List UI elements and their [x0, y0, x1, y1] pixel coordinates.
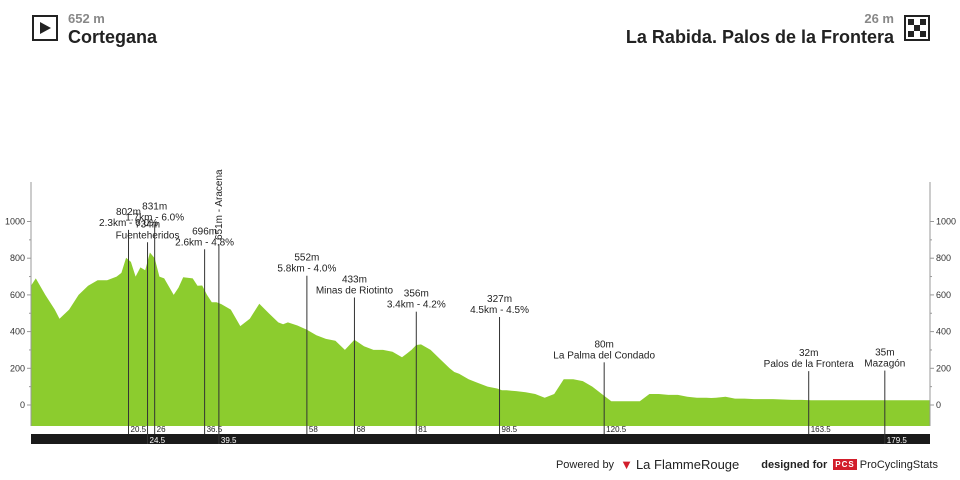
- flammerouge-icon: ▼: [620, 457, 633, 472]
- y-tick-label: 1000: [936, 217, 956, 227]
- y-tick-label: 200: [936, 363, 951, 373]
- marker-label: Palos de la Frontera: [764, 359, 854, 370]
- y-tick-label: 200: [10, 363, 25, 373]
- distance-label: 58: [309, 425, 318, 434]
- marker-label: 35m: [875, 348, 894, 359]
- pcs-logo: PCS: [833, 459, 857, 470]
- y-tick-label: 800: [10, 253, 25, 263]
- marker-label: Minas de Riotinto: [316, 286, 394, 297]
- marker-label: 5.8km - 4.0%: [277, 264, 336, 275]
- y-tick-label: 600: [10, 290, 25, 300]
- marker-label: 802m: [116, 207, 141, 218]
- marker-label: 651m - Aracena: [214, 169, 225, 240]
- distance-label: 120.5: [606, 425, 627, 434]
- start-name: Cortegana: [68, 27, 158, 47]
- designed-for-label: designed for: [761, 458, 828, 471]
- play-icon: [32, 15, 58, 41]
- powered-by-label: Powered by: [555, 458, 615, 471]
- pcs-brand: ProCyclingStats: [859, 458, 938, 471]
- marker-label: Mazagón: [864, 359, 905, 370]
- distance-label: 24.5: [150, 436, 166, 445]
- distance-label: 179.5: [887, 436, 908, 445]
- distance-label: 68: [356, 425, 365, 434]
- marker-label: 32m: [799, 348, 818, 359]
- marker-label: 552m: [294, 253, 319, 264]
- distance-label: 98.5: [502, 425, 518, 434]
- marker-label: La Palma del Condado: [553, 350, 655, 361]
- marker-label: 80m: [594, 339, 613, 350]
- distance-label: 0: [34, 425, 39, 434]
- marker-label: 831m: [142, 202, 167, 213]
- flammerouge-brand: La FlammeRouge: [635, 457, 740, 472]
- finish-altitude: 26 m: [864, 11, 894, 26]
- finish-header: 26 m La Rabida. Palos de la Frontera: [626, 12, 930, 48]
- distance-bar: [31, 434, 930, 444]
- marker-label: 3.4km - 4.2%: [387, 300, 446, 311]
- marker-label: 4.5km - 4.5%: [470, 305, 529, 316]
- marker-label: 2.3km - 6.0%: [99, 218, 158, 229]
- distance-label: 81: [418, 425, 427, 434]
- y-tick-label: 400: [936, 327, 951, 337]
- y-tick-label: 600: [936, 290, 951, 300]
- marker-label: 696m: [192, 226, 217, 237]
- finish-name: La Rabida. Palos de la Frontera: [625, 27, 894, 47]
- marker-label: 2.6km - 4.8%: [175, 237, 234, 248]
- start-altitude: 652 m: [68, 11, 105, 26]
- y-tick-label: 400: [10, 327, 25, 337]
- distance-label: 26: [157, 425, 166, 434]
- y-tick-label: 800: [936, 253, 951, 263]
- marker-label: 433m: [342, 275, 367, 286]
- distance-label: 20.5: [131, 425, 147, 434]
- start-header: 652 m Cortegana: [32, 12, 157, 48]
- marker-label: Fuenteheridos: [116, 230, 180, 241]
- distance-label: 189: [914, 425, 928, 434]
- y-tick-label: 1000: [5, 217, 25, 227]
- y-tick-label: 0: [20, 400, 25, 410]
- checkered-flag-icon: [904, 15, 930, 41]
- marker-label: 1.7km - 6.0%: [125, 213, 184, 224]
- distance-label: 163.5: [811, 425, 832, 434]
- distance-label: 36.5: [207, 425, 223, 434]
- footer: Powered by ▼ La FlammeRouge designed for…: [556, 457, 938, 472]
- elevation-area: [31, 252, 930, 426]
- y-tick-label: 0: [936, 400, 941, 410]
- distance-label: 39.5: [221, 436, 237, 445]
- marker-label: 356m: [404, 289, 429, 300]
- marker-label: 734m: [135, 219, 160, 230]
- marker-label: 327m: [487, 294, 512, 305]
